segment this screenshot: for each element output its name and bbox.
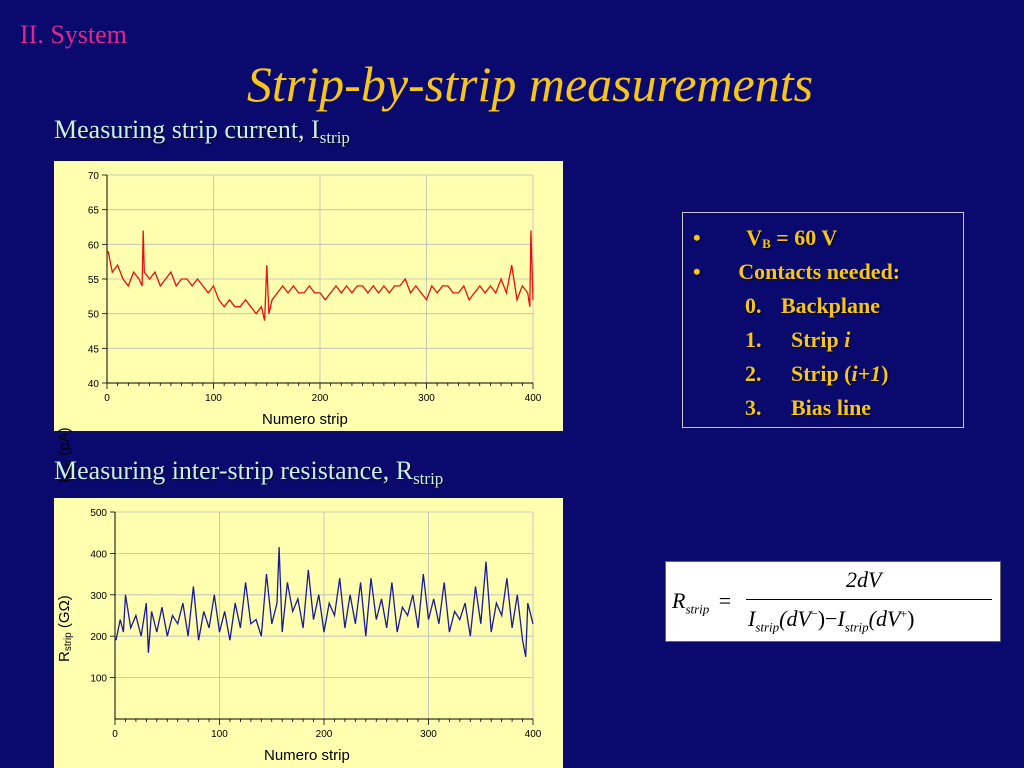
den-I-1: I bbox=[748, 606, 756, 631]
formula-lhs-symbol: R bbox=[672, 588, 686, 613]
contact-item-1-text: Strip bbox=[791, 327, 845, 352]
den-sup-2: + bbox=[900, 606, 908, 621]
resistance-series-line bbox=[115, 547, 534, 658]
den-mid: )− bbox=[817, 606, 838, 631]
subhead-resistance-sub: strip bbox=[413, 469, 444, 488]
contact-item-3: 3. Bias line bbox=[745, 395, 871, 421]
current-y-tick-label: 70 bbox=[88, 171, 100, 182]
contact-item-0-text: Backplane bbox=[781, 293, 881, 318]
contacts-info-box: • VB = 60 V • Contacts needed: 0. Backpl… bbox=[682, 212, 964, 428]
subhead-interstrip-resistance: Measuring inter-strip resistance, Rstrip bbox=[54, 456, 443, 489]
resistance-y-tick-label: 100 bbox=[90, 674, 107, 685]
contact-item-2-italic: i+1 bbox=[851, 361, 882, 386]
resistance-y-tick-label: 300 bbox=[90, 591, 107, 602]
contact-item-2: 2. Strip (i+1) bbox=[745, 361, 888, 387]
contact-item-1: 1. Strip i bbox=[745, 327, 850, 353]
vb-symbol: V bbox=[746, 225, 763, 250]
resistance-plot-xlabel: Numero strip bbox=[264, 747, 350, 764]
den-sub-1: strip bbox=[755, 619, 780, 635]
resistance-x-tick-label: 300 bbox=[420, 729, 437, 740]
bullet-glyph: • bbox=[693, 225, 701, 250]
resistance-y-tick-label: 400 bbox=[90, 549, 107, 560]
resistance-x-tick-label: 400 bbox=[525, 729, 542, 740]
contact-item-2-tail: ) bbox=[881, 361, 889, 386]
bullet-contacts: • Contacts needed: bbox=[693, 259, 900, 285]
current-series-line bbox=[107, 230, 534, 321]
contact-item-3-num: 3. bbox=[745, 395, 762, 420]
rstrip-formula: Rstrip = 2dV Istrip(dV−)−Istrip(dV+) bbox=[665, 561, 1001, 642]
resistance-y-tick-label: 200 bbox=[90, 632, 107, 643]
resistance-y-tick-label: 500 bbox=[90, 508, 107, 519]
slide-title: Strip-by-strip measurements bbox=[246, 56, 814, 112]
resistance-x-tick-label: 200 bbox=[316, 729, 333, 740]
formula-lhs-sub: strip bbox=[685, 601, 710, 617]
current-y-tick-label: 40 bbox=[88, 379, 100, 390]
section-label: II. System bbox=[20, 20, 127, 49]
subhead-current-sub: strip bbox=[319, 128, 350, 147]
subhead-resistance-text: Measuring inter-strip resistance, R bbox=[54, 456, 414, 485]
den-sub-2: strip bbox=[844, 619, 869, 635]
current-x-tick-label: 100 bbox=[205, 393, 222, 404]
contacts-heading: Contacts needed: bbox=[738, 259, 901, 284]
resistance-x-tick-label: 100 bbox=[211, 729, 228, 740]
current-y-tick-label: 50 bbox=[88, 310, 100, 321]
formula-denominator: Istrip(dV−)−Istrip(dV+) bbox=[748, 606, 915, 635]
current-plot-xlabel: Numero strip bbox=[262, 411, 348, 428]
resistance-x-tick-label: 0 bbox=[112, 729, 118, 740]
contact-item-2-num: 2. bbox=[745, 361, 762, 386]
contact-item-0-num: 0. bbox=[745, 293, 762, 318]
subhead-strip-current: Measuring strip current, Istrip bbox=[54, 115, 350, 148]
vb-value: = 60 V bbox=[770, 225, 838, 250]
resistance-chart-svg: 0 100 200 300 400 100 200 300 400 500 bbox=[90, 508, 542, 740]
formula-equals: = bbox=[718, 588, 732, 613]
current-x-tick-label: 0 bbox=[104, 393, 110, 404]
formula-numerator: 2dV bbox=[846, 567, 882, 592]
formula-fraction-bar bbox=[746, 599, 992, 600]
current-x-tick-label: 200 bbox=[312, 393, 329, 404]
den-arg-1: (dV bbox=[779, 606, 811, 631]
current-plot: Istrip (pA) Numero strip 0 100 200 300 400 40… bbox=[54, 161, 563, 483]
resistance-plot: Rstrip (GΩ) Numero strip 0 100 200 300 400 10… bbox=[54, 498, 563, 768]
current-x-tick-label: 400 bbox=[525, 393, 542, 404]
contact-item-3-text: Bias line bbox=[791, 395, 872, 420]
contact-item-1-num: 1. bbox=[745, 327, 762, 352]
current-y-tick-label: 60 bbox=[88, 240, 100, 251]
den-close: ) bbox=[907, 606, 915, 631]
current-x-tick-label: 300 bbox=[418, 393, 435, 404]
subhead-current-text: Measuring strip current, I bbox=[54, 115, 320, 144]
contact-item-2-text: Strip ( bbox=[791, 361, 852, 386]
current-y-tick-label: 65 bbox=[88, 206, 100, 217]
bullet-vb: • VB = 60 V bbox=[693, 225, 837, 252]
den-I-2: I bbox=[837, 606, 845, 631]
den-sup-1: − bbox=[810, 606, 818, 621]
vb-sub: B bbox=[762, 236, 771, 251]
current-chart-svg: 0 100 200 300 400 40 45 50 55 60 65 70 bbox=[88, 171, 542, 404]
den-arg-2: (dV bbox=[868, 606, 901, 631]
current-y-tick-label: 55 bbox=[88, 275, 100, 286]
formula-lhs: Rstrip = bbox=[672, 588, 731, 617]
contact-item-0: 0. Backplane bbox=[745, 293, 880, 319]
bullet-glyph-2: • bbox=[693, 259, 701, 284]
contact-item-1-italic: i bbox=[844, 327, 851, 352]
current-y-tick-label: 45 bbox=[88, 344, 100, 355]
